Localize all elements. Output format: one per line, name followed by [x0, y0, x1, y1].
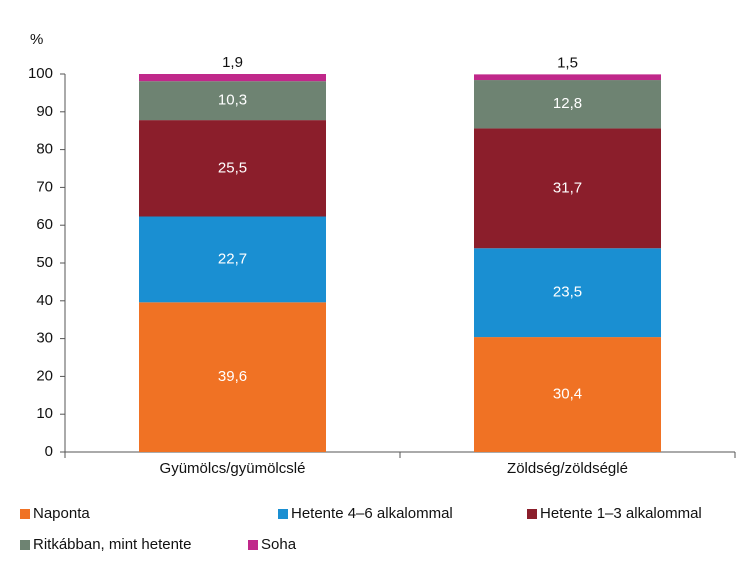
- bar-segment: [139, 216, 326, 303]
- data-label: 25,5: [218, 159, 247, 176]
- y-tick-label: 0: [45, 443, 53, 460]
- x-tick-label: Gyümölcs/gyümölcslé: [160, 460, 306, 477]
- legend-swatch: [527, 509, 537, 519]
- data-label: 12,8: [553, 95, 582, 112]
- legend-swatch: [20, 540, 30, 550]
- y-tick-label: 20: [36, 367, 53, 384]
- y-tick-label: 60: [36, 216, 53, 233]
- x-tick-label: Zöldség/zöldséglé: [507, 460, 628, 477]
- data-label: 39,6: [218, 368, 247, 385]
- bar-segment: [474, 248, 661, 338]
- y-tick-label: 80: [36, 141, 53, 158]
- y-tick-label: 70: [36, 178, 53, 195]
- data-label: 10,3: [218, 92, 247, 109]
- legend-label: Naponta: [33, 505, 90, 522]
- legend-label: Hetente 4–6 alkalommal: [291, 505, 453, 522]
- legend-label: Ritkábban, mint hetente: [33, 536, 191, 553]
- bar-segment: [474, 80, 661, 129]
- legend-swatch: [20, 509, 30, 519]
- data-label: 23,5: [553, 284, 582, 301]
- data-label: 22,7: [218, 250, 247, 267]
- bar-segment: [139, 120, 326, 217]
- bar-segment: [139, 302, 326, 452]
- y-tick-label: 10: [36, 405, 53, 422]
- y-tick-label: 90: [36, 103, 53, 120]
- legend-swatch: [248, 540, 258, 550]
- data-label: 1,9: [222, 54, 243, 71]
- bar-segment: [139, 74, 326, 82]
- data-label: 1,5: [557, 54, 578, 71]
- data-label: 31,7: [553, 179, 582, 196]
- data-label: 30,4: [553, 386, 582, 403]
- bar-segment: [474, 74, 661, 81]
- y-tick-label: 100: [28, 65, 53, 82]
- y-tick-label: 30: [36, 330, 53, 347]
- bar-segment: [139, 81, 326, 121]
- y-tick-label: 40: [36, 292, 53, 309]
- y-tick-label: 50: [36, 254, 53, 271]
- legend-swatch: [278, 509, 288, 519]
- bar-segment: [474, 128, 661, 249]
- legend-label: Hetente 1–3 alkalommal: [540, 505, 702, 522]
- legend-label: Soha: [261, 536, 297, 553]
- bar-segment: [474, 337, 661, 452]
- y-axis-label: %: [30, 31, 43, 48]
